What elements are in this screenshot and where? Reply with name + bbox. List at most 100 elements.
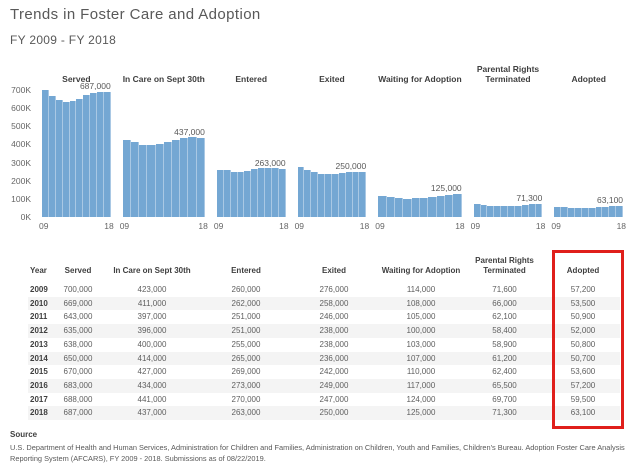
bar-2014[interactable]	[76, 99, 84, 217]
page-title: Trends in Foster Care and Adoption	[10, 6, 261, 23]
bar-2011[interactable]	[487, 205, 495, 217]
value-cell: 258,000	[319, 298, 349, 308]
bar-2012[interactable]	[318, 173, 326, 217]
bar-2009[interactable]	[122, 140, 131, 217]
value-cell: 269,000	[231, 367, 261, 377]
bar-2015[interactable]	[258, 168, 265, 217]
bar-2011[interactable]	[139, 145, 148, 217]
value-cell: 434,000	[137, 380, 167, 390]
bar-2010[interactable]	[48, 95, 56, 217]
chart-plot-area: 437,000	[122, 90, 205, 217]
bar-2009[interactable]	[297, 166, 305, 217]
bar-2009[interactable]	[554, 206, 562, 217]
table-row-2012: 2012 635,000 396,000 251,000 238,000 100,000 5…	[28, 324, 620, 338]
bar-2018[interactable]	[278, 169, 286, 217]
bar-2015[interactable]	[172, 139, 181, 217]
bar-2010[interactable]	[223, 169, 231, 217]
bar-2016[interactable]	[436, 195, 445, 217]
bar-2012[interactable]	[403, 198, 412, 217]
bar-2018[interactable]	[103, 92, 111, 217]
bar-2009[interactable]	[216, 169, 224, 217]
x-axis-last-tick-label: 18	[279, 221, 289, 231]
bar-2013[interactable]	[501, 206, 509, 217]
bar-2017[interactable]	[352, 172, 360, 217]
bar-2011[interactable]	[568, 207, 575, 217]
bar-2017[interactable]	[528, 204, 536, 217]
bar-2015[interactable]	[83, 95, 91, 217]
bar-2015[interactable]	[428, 197, 437, 217]
bar-2018[interactable]	[359, 171, 367, 217]
bar-2010[interactable]	[304, 170, 312, 217]
bar-2009[interactable]	[378, 196, 387, 217]
bar-2015[interactable]	[338, 173, 346, 217]
value-cell: 273,000	[231, 380, 261, 390]
bar-2012[interactable]	[494, 206, 502, 217]
bar-2016[interactable]	[265, 167, 272, 217]
x-axis: 09 18	[214, 217, 289, 234]
bar-2013[interactable]	[244, 170, 252, 217]
bar-2013[interactable]	[155, 144, 164, 217]
bar-2017[interactable]	[271, 168, 279, 217]
value-cell: 414,000	[137, 353, 167, 363]
bar-2011[interactable]	[394, 197, 404, 217]
table-row-2011: 2011 643,000 397,000 251,000 246,000 105,000 6…	[28, 310, 620, 324]
chart-panel-parentalrights-terminated: Parental Rights Terminated 71,300 09 18	[470, 56, 546, 234]
bar-2011[interactable]	[55, 100, 63, 217]
bar-2018[interactable]	[616, 205, 624, 217]
bar-2012[interactable]	[237, 171, 245, 217]
value-cell: 262,000	[231, 298, 261, 308]
value-cell: 100,000	[406, 326, 436, 336]
bar-2014[interactable]	[588, 207, 596, 217]
bar-2017[interactable]	[445, 194, 454, 217]
bar-2016[interactable]	[180, 138, 189, 217]
bar-2010[interactable]	[386, 197, 395, 217]
bar-2018[interactable]	[535, 204, 543, 217]
bar-2018[interactable]	[453, 194, 462, 217]
y-axis-tick-label: 300K	[11, 157, 31, 168]
bar-2012[interactable]	[62, 101, 70, 217]
bar-2010[interactable]	[480, 205, 488, 217]
bar-2011[interactable]	[311, 172, 319, 217]
bar-2010[interactable]	[561, 207, 569, 217]
bar-2009[interactable]	[473, 204, 481, 217]
bar-2010[interactable]	[130, 142, 140, 217]
value-cell: 238,000	[319, 339, 349, 349]
bar-2014[interactable]	[251, 168, 259, 217]
bar-2016[interactable]	[90, 93, 97, 217]
x-axis-first-tick-label: 09	[39, 221, 49, 231]
bar-2015[interactable]	[514, 205, 522, 217]
bar-2012[interactable]	[147, 145, 156, 217]
bar-2016[interactable]	[345, 171, 353, 217]
x-axis-first-tick-label: 09	[470, 221, 481, 231]
chart-panel-adopted: Adopted 63,100 09 18	[551, 56, 626, 234]
year-cell: 2015	[30, 367, 48, 377]
value-cell: 397,000	[137, 312, 167, 322]
x-axis: 09 18	[551, 217, 626, 234]
bar-2018[interactable]	[196, 137, 205, 217]
bar-2013[interactable]	[411, 198, 420, 217]
bar-2016[interactable]	[521, 205, 529, 217]
value-cell: 62,400	[492, 367, 517, 377]
bar-2013[interactable]	[69, 101, 77, 217]
bar-2011[interactable]	[230, 171, 238, 217]
year-cell: 2017	[30, 394, 48, 404]
bar-2017[interactable]	[97, 92, 104, 217]
value-cell: 437,000	[137, 408, 167, 418]
bar-2013[interactable]	[325, 173, 332, 217]
bar-2017[interactable]	[188, 137, 197, 217]
bar-2014[interactable]	[163, 141, 172, 217]
bar-2012[interactable]	[574, 207, 582, 217]
bar-2013[interactable]	[581, 207, 589, 217]
bar-2017[interactable]	[609, 206, 617, 217]
bar-2014[interactable]	[331, 174, 339, 217]
value-cell: 669,000	[63, 298, 93, 308]
year-cell: 2009	[30, 285, 48, 294]
bar-2015[interactable]	[595, 207, 603, 217]
bar-2009[interactable]	[42, 90, 49, 217]
bar-2016[interactable]	[602, 206, 610, 217]
value-cell: 53,600	[570, 367, 596, 377]
table-header-row: Year Served In Care on Sept 30th Entered Exi…	[28, 250, 620, 283]
bar-2014[interactable]	[419, 197, 429, 217]
bar-2014[interactable]	[508, 205, 515, 217]
